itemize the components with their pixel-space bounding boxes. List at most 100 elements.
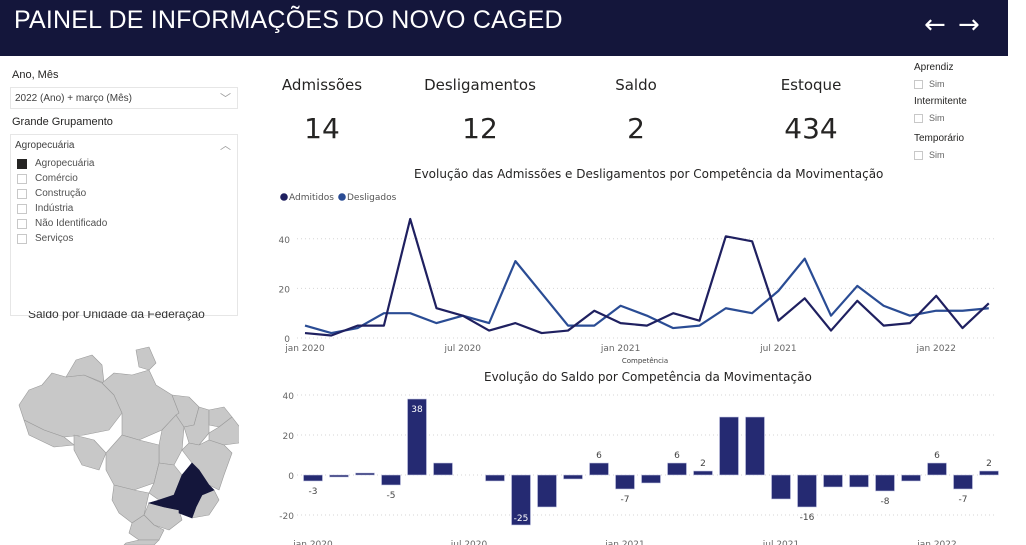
checkbox-icon[interactable]	[17, 218, 27, 229]
bar[interactable]	[849, 474, 869, 488]
bar[interactable]	[485, 474, 505, 482]
brazil-map[interactable]	[14, 335, 239, 545]
bar[interactable]	[693, 470, 713, 476]
group-option-agropecuaria[interactable]: Agropecuária	[17, 158, 94, 169]
bar[interactable]	[719, 416, 739, 476]
state-mg-highlighted	[147, 462, 215, 519]
checkbox-icon[interactable]	[914, 79, 923, 89]
data-label: 6	[596, 451, 602, 461]
series-line-admitidos[interactable]	[304, 217, 990, 337]
kpi-estoque-label: Estoque	[780, 76, 842, 94]
data-label: -16	[800, 513, 815, 523]
bar[interactable]	[901, 474, 921, 482]
checkbox-icon[interactable]	[914, 113, 923, 123]
kpi-saldo-label: Saldo	[615, 76, 657, 94]
arrow-right-icon[interactable]: →	[958, 10, 980, 40]
checkbox-icon[interactable]	[914, 150, 923, 160]
checkbox-icon[interactable]	[17, 233, 27, 244]
checkbox-icon[interactable]	[17, 173, 27, 184]
chevron-up-icon[interactable]: ︿	[220, 140, 231, 152]
line-chart[interactable]: 0 20 40 jan 2020 jul 2020 jan 2021 jul 2021 jan…	[270, 185, 1020, 367]
data-label: 6	[934, 451, 940, 461]
option-label: Agropecuária	[35, 158, 95, 169]
legend-label: Desligados	[347, 193, 397, 203]
data-label: -25	[514, 514, 529, 524]
y-tick-label: 40	[283, 392, 295, 402]
flag-aprendiz-option[interactable]: Sim	[914, 79, 945, 89]
series-line-desligados[interactable]	[304, 257, 989, 335]
bar[interactable]	[771, 474, 791, 500]
line-chart-title: Evolução das Admissões e Desligamentos p…	[414, 167, 884, 181]
state-mt	[105, 434, 160, 491]
state-ro	[73, 434, 107, 471]
flag-temporario-option[interactable]: Sim	[914, 150, 945, 160]
bar[interactable]	[953, 474, 973, 490]
y-tick-label: 0	[288, 472, 294, 482]
x-tick-label: jul 2020	[444, 344, 482, 354]
option-label: Comércio	[35, 173, 78, 184]
period-dropdown[interactable]: 2022 (Ano) + março (Mês) ﹀	[10, 87, 238, 109]
group-dropdown[interactable]: Agropecuária ︿	[10, 134, 238, 156]
map-title: Saldo por Unidade da Federação	[28, 307, 205, 321]
bar[interactable]	[745, 416, 765, 476]
bar[interactable]	[407, 398, 427, 476]
group-option-servicos[interactable]: Serviços	[17, 233, 73, 244]
kpi-estoque-value: 434	[784, 112, 838, 145]
bar-chart[interactable]: -20 0 20 40 -3 -5 38 -25 6 -7 6 2 -16 -8 6 -7 2 jan 2020 j…	[270, 385, 1020, 545]
bar[interactable]	[927, 462, 947, 476]
y-tick-label: 0	[284, 335, 290, 345]
flag-intermitente-option[interactable]: Sim	[914, 113, 945, 123]
group-option-construcao[interactable]: Construção	[17, 188, 86, 199]
group-option-nao-identificado[interactable]: Não Identificado	[17, 218, 107, 229]
group-option-industria[interactable]: Indústria	[17, 203, 73, 214]
data-label: -5	[387, 491, 396, 501]
bar[interactable]	[823, 474, 843, 488]
state-ba	[181, 439, 233, 491]
bar[interactable]	[641, 474, 661, 484]
bar[interactable]	[433, 462, 453, 476]
y-tick-label: 20	[283, 432, 295, 442]
x-tick-label: jul 2021	[759, 344, 796, 354]
group-slicer-label: Grande Grupamento	[12, 116, 113, 128]
checkbox-icon[interactable]	[17, 188, 27, 199]
bar[interactable]	[979, 470, 999, 476]
x-tick-label: jan 2022	[916, 540, 957, 545]
bar[interactable]	[563, 474, 583, 480]
bar[interactable]	[303, 474, 323, 482]
option-label: Construção	[35, 188, 87, 199]
bar[interactable]	[381, 474, 401, 486]
option-label: Serviços	[35, 233, 74, 244]
flag-temporario-label: Temporário	[914, 133, 965, 144]
data-label: 2	[700, 459, 706, 469]
bar[interactable]	[355, 472, 375, 476]
bar[interactable]	[589, 462, 609, 476]
y-tick-label: 40	[279, 236, 291, 246]
group-option-comercio[interactable]: Comércio	[17, 173, 78, 184]
bar[interactable]	[329, 474, 349, 478]
x-tick-label: jul 2021	[762, 540, 799, 545]
bar[interactable]	[537, 474, 557, 508]
legend-label: Admitidos	[289, 193, 334, 203]
header-edge	[1008, 0, 1026, 56]
checkbox-checked-icon[interactable]	[17, 158, 27, 169]
group-dropdown-value: Agropecuária	[15, 140, 75, 151]
data-label: 38	[411, 405, 423, 415]
flag-aprendiz-label: Aprendiz	[914, 62, 954, 73]
state-sc-rs	[123, 539, 160, 545]
bar[interactable]	[797, 474, 817, 508]
option-label: Indústria	[35, 203, 74, 214]
kpi-desligamentos-value: 12	[462, 112, 498, 145]
x-tick-label: jan 2021	[600, 344, 641, 354]
option-label: Sim	[929, 79, 945, 89]
arrow-left-icon[interactable]: ←	[924, 10, 946, 40]
option-label: Não Identificado	[35, 218, 108, 229]
bar[interactable]	[511, 474, 531, 526]
chevron-down-icon[interactable]: ﹀	[220, 93, 231, 105]
group-options-list: Agropecuária Comércio Construção Indústr…	[10, 155, 238, 316]
checkbox-icon[interactable]	[17, 203, 27, 214]
state-rr	[65, 354, 105, 384]
data-label: 6	[674, 451, 680, 461]
bar[interactable]	[875, 474, 895, 492]
bar[interactable]	[615, 474, 635, 490]
bar[interactable]	[667, 462, 687, 476]
